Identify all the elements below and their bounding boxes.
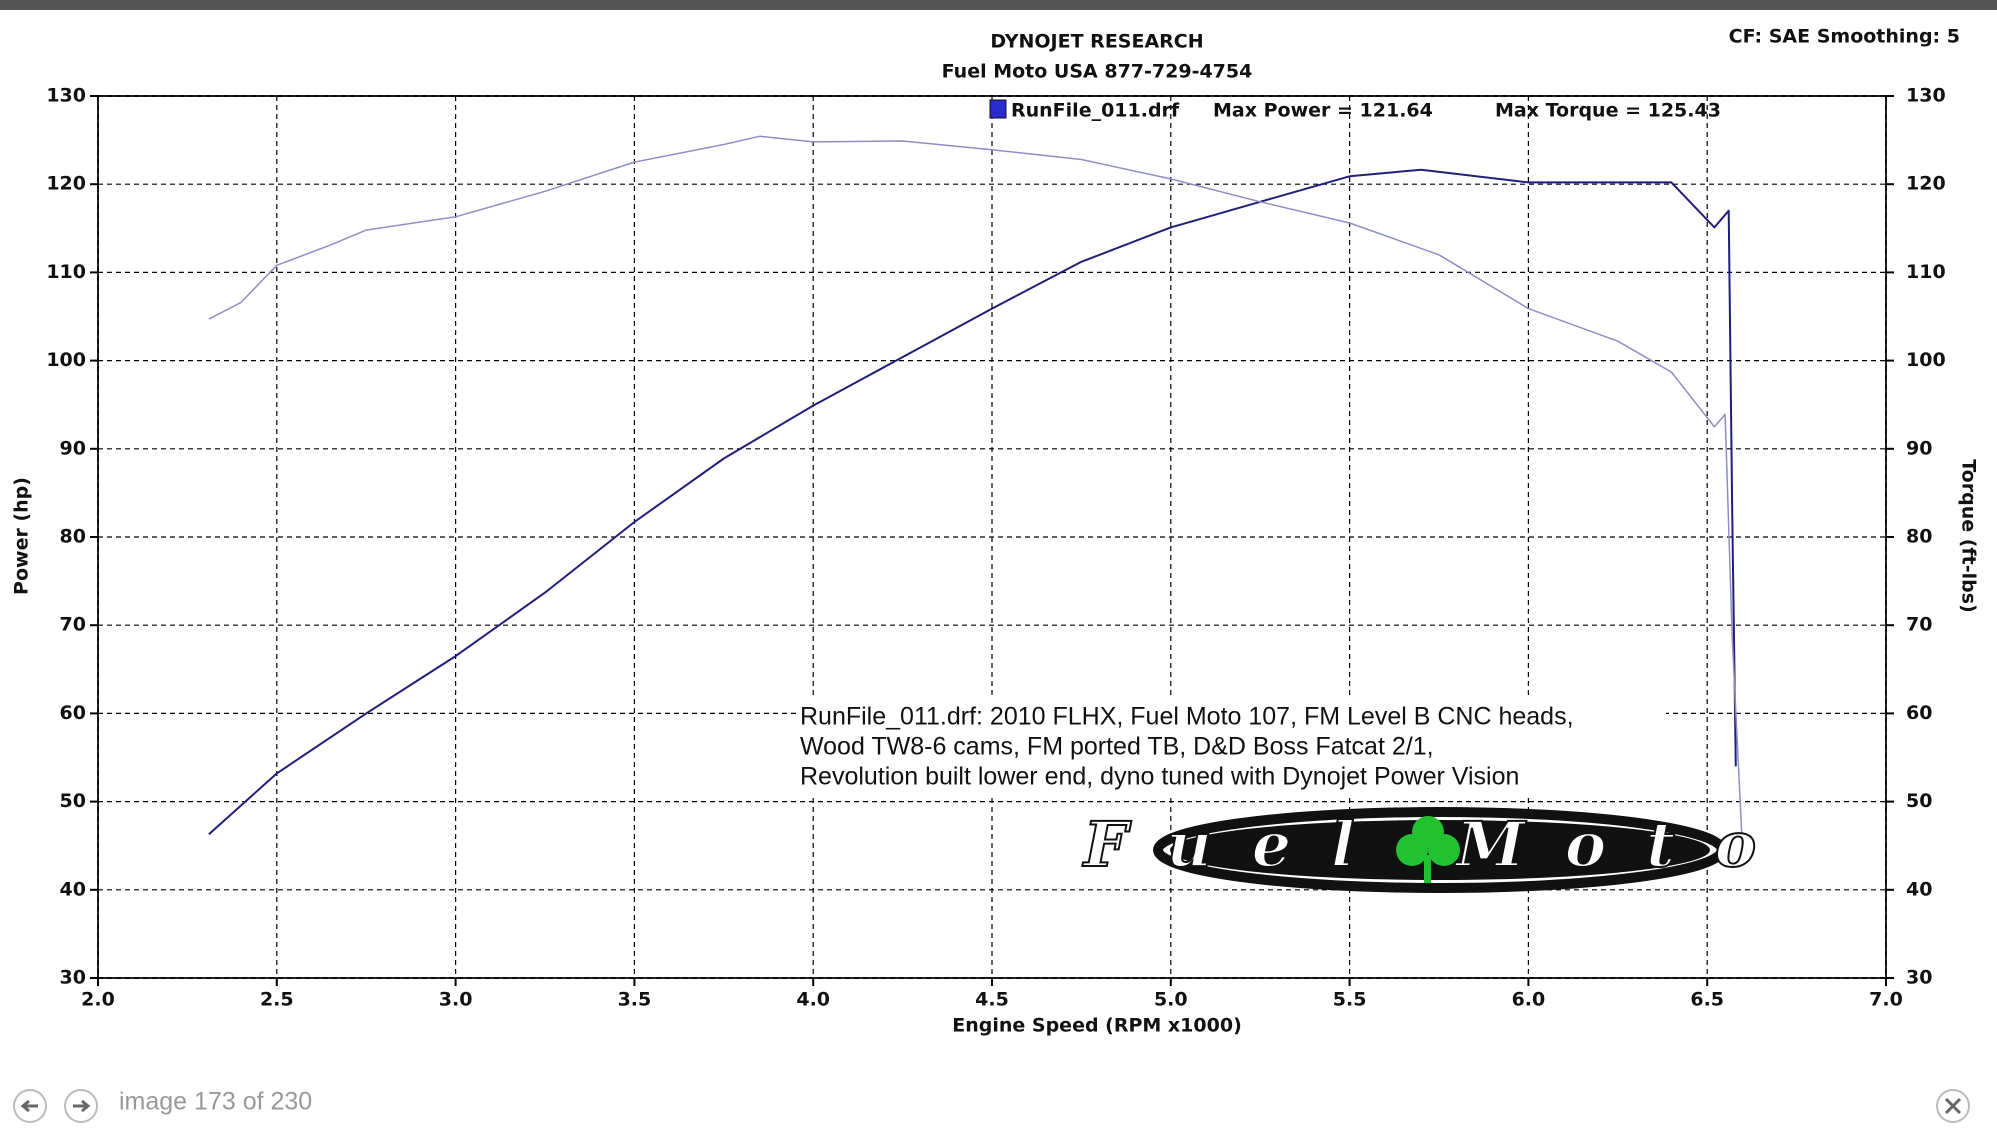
series-line	[208, 135, 1744, 860]
next-icon	[73, 1099, 91, 1113]
grid: 2.0 2.5 3.0 3.5 4.0 4.5 5.0 5.5 6.0 6.5 7.03040506…	[46, 85, 1945, 1011]
image-counter: image 173 of 230	[119, 1088, 312, 1116]
y2-tick-label: 50	[1906, 790, 1932, 812]
annotation: RunFile_011.drf: 2010 FLHX, Fuel Moto 10…	[800, 703, 1574, 731]
y-tick-label: 70	[60, 614, 86, 636]
footer: image 173 of 230	[13, 1088, 1970, 1123]
y2-tick-label: 70	[1906, 614, 1932, 636]
series-line	[208, 168, 1737, 835]
y-tick-label: 60	[60, 702, 86, 724]
x-tick-label: 4.5	[975, 989, 1009, 1011]
y2-tick-label: 130	[1906, 85, 1946, 107]
y-tick-label: 50	[60, 790, 86, 812]
x-tick-label: 2.0	[81, 989, 115, 1011]
y2-tick-label: 100	[1906, 349, 1946, 371]
y2-tick-label: 30	[1906, 967, 1932, 989]
y-tick-label: 40	[60, 878, 86, 900]
annotation-box	[796, 697, 1666, 797]
top-border	[0, 0, 1997, 10]
x-tick-label: 4.0	[796, 989, 830, 1011]
x-tick-label: 5.0	[1154, 989, 1188, 1011]
chart-subtitle: Fuel Moto USA 877-729-4754	[942, 61, 1253, 83]
x-tick-label: 5.5	[1333, 989, 1367, 1011]
clover-stem	[1424, 855, 1431, 883]
x-tick-label: 3.0	[439, 989, 473, 1011]
y-axis-label: Power (hp)	[11, 477, 33, 595]
x-axis-label: Engine Speed (RPM x1000)	[952, 1015, 1242, 1037]
y2-axis-label: Torque (ft-lbs)	[1958, 459, 1980, 613]
clover-leaf	[1396, 834, 1428, 866]
y-tick-label: 90	[60, 437, 86, 459]
x-tick-label: 2.5	[260, 989, 294, 1011]
x-tick-label: 6.5	[1690, 989, 1724, 1011]
legend-label: RunFile_011.drf	[1011, 100, 1180, 122]
x-tick-label: 3.5	[618, 989, 652, 1011]
legend: RunFile_011.drf Max Power = 121.64 Max T…	[989, 99, 1721, 122]
legend-swatch	[989, 99, 1007, 119]
y-tick-label: 30	[60, 967, 86, 989]
legend-max-power: Max Power = 121.64	[1213, 100, 1433, 122]
y2-tick-label: 40	[1906, 878, 1932, 900]
y-tick-label: 120	[46, 173, 86, 195]
logo: Fuel Moto	[1081, 807, 1797, 893]
y2-tick-label: 60	[1906, 702, 1932, 724]
annotation: Wood TW8-6 cams, FM ported TB, D&D Boss …	[800, 733, 1434, 761]
y-tick-label: 110	[46, 261, 86, 283]
logo-text: Fuel Moto	[1082, 808, 1797, 881]
annotation: Revolution built lower end, dyno tuned w…	[800, 763, 1519, 791]
y-tick-label: 80	[60, 526, 86, 548]
x-tick-label: 6.0	[1512, 989, 1546, 1011]
x-tick-label: 7.0	[1869, 989, 1903, 1011]
y2-tick-label: 120	[1906, 173, 1946, 195]
settings: CF: SAE Smoothing: 5	[1729, 26, 1960, 48]
clover-leaf	[1428, 834, 1460, 866]
y2-tick-label: 90	[1906, 437, 1932, 459]
y-tick-label: 100	[46, 349, 86, 371]
y2-tick-label: 110	[1906, 261, 1946, 283]
prev-icon	[20, 1099, 38, 1113]
legend-max-torque: Max Torque = 125.43	[1495, 100, 1721, 122]
chart-title: DYNOJET RESEARCH	[990, 31, 1203, 53]
y-tick-label: 130	[46, 85, 86, 107]
y2-tick-label: 80	[1906, 526, 1932, 548]
lines	[208, 135, 1744, 860]
close-icon	[1944, 1097, 1962, 1115]
